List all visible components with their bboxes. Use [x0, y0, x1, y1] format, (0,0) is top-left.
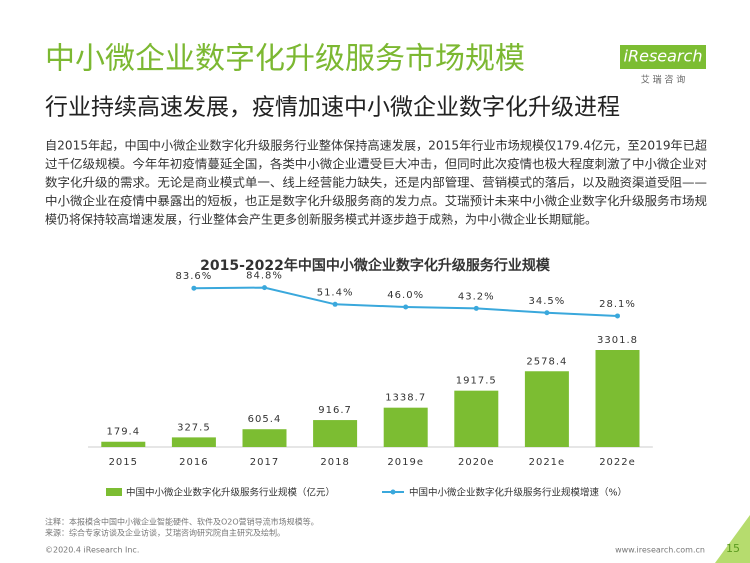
x-tick-label: 2015 — [109, 457, 138, 468]
bar-label: 916.7 — [318, 405, 352, 416]
x-tick-label: 2016 — [179, 457, 208, 468]
x-tick-label: 2020e — [458, 457, 495, 468]
title: 中小微企业数字化升级服务市场规模 — [45, 42, 525, 77]
growth-point — [191, 285, 197, 291]
bar — [524, 371, 569, 447]
growth-point — [262, 285, 267, 291]
growth-label: 84.8% — [246, 271, 283, 282]
note: 注释：本报模含中国中小微企业智能硬件、软件及O2O营销导流市场规模等。 — [45, 517, 319, 527]
bar-label: 1917.5 — [456, 376, 497, 387]
body-line: 数字化升级的需求。无论是商业模式单一、线上经营能力缺失，还是内部管理、营销模式的… — [45, 175, 707, 190]
subtitle: 行业持续高速发展，疫情加速中小微企业数字化升级进程 — [45, 95, 620, 121]
bar — [383, 407, 428, 447]
note: 来源：综合专家访谈及企业访谈，艾瑞咨询研究院自主研究及绘制。 — [45, 528, 285, 538]
x-tick-label: 2022e — [599, 457, 636, 468]
growth-label: 34.5% — [529, 296, 566, 307]
bar — [242, 429, 287, 447]
bar — [313, 420, 358, 447]
corner — [715, 515, 750, 563]
legend-swatch — [106, 488, 122, 496]
body-line: 模仍将保持较高增速发展，行业整体会产生更多创新服务模式并逐步趋于成熟，为中小微企… — [45, 212, 597, 227]
bar — [595, 350, 640, 447]
copyright: ©2020.4 iResearch Inc. — [45, 546, 139, 555]
bar-label: 1338.7 — [385, 393, 426, 404]
growth-label: 51.4% — [317, 287, 354, 298]
logo-sub: 艾 瑞 咨 询 — [641, 74, 686, 86]
x-tick-label: 2021e — [529, 457, 566, 468]
growth-label: 83.6% — [176, 271, 213, 282]
growth-label: 46.0% — [387, 290, 424, 301]
x-tick-label: 2018 — [320, 457, 349, 468]
logo: iResearch — [624, 47, 703, 66]
x-tick-label: 2019e — [387, 457, 424, 468]
body-line: 中小微企业在疫情中暴露出的短板，也正是数字化升级服务商的发力点。艾瑞预计未来中小… — [45, 193, 707, 208]
bar-label: 3301.8 — [597, 335, 638, 346]
chart-title: 2015-2022年中国中小微企业数字化升级服务行业规模 — [200, 257, 551, 274]
growth-point — [544, 310, 550, 316]
legend-label: 中国中小微企业数字化升级服务行业规模增速（%） — [409, 487, 627, 499]
bar — [101, 441, 146, 447]
bar — [454, 390, 499, 447]
growth-point — [332, 301, 338, 307]
bar — [171, 437, 216, 447]
bar-label: 327.5 — [177, 422, 211, 433]
growth-label: 43.2% — [458, 291, 495, 302]
legend-dot — [390, 489, 396, 495]
page-number: 15 — [726, 542, 740, 555]
body-line: 过千亿级规模。今年年初疫情蔓延全国，各类中小微企业遭受巨大冲击，但同时此次疫情也… — [45, 156, 707, 171]
logo-box — [620, 45, 706, 69]
growth-point — [403, 304, 409, 310]
bar-label: 2578.4 — [526, 356, 567, 367]
bar-label: 605.4 — [248, 414, 282, 425]
body-line: 自2015年起，中国中小微企业数字化升级服务行业整体保持高速发展，2015年行业… — [45, 138, 707, 153]
bar-label: 179.4 — [106, 427, 140, 438]
growth-point — [615, 313, 620, 319]
x-tick-label: 2017 — [250, 457, 279, 468]
growth-label: 28.1% — [599, 299, 636, 310]
growth-point — [473, 305, 479, 311]
legend-label: 中国中小微企业数字化升级服务行业规模（亿元） — [126, 487, 335, 499]
url: www.iresearch.com.cn — [615, 546, 705, 555]
